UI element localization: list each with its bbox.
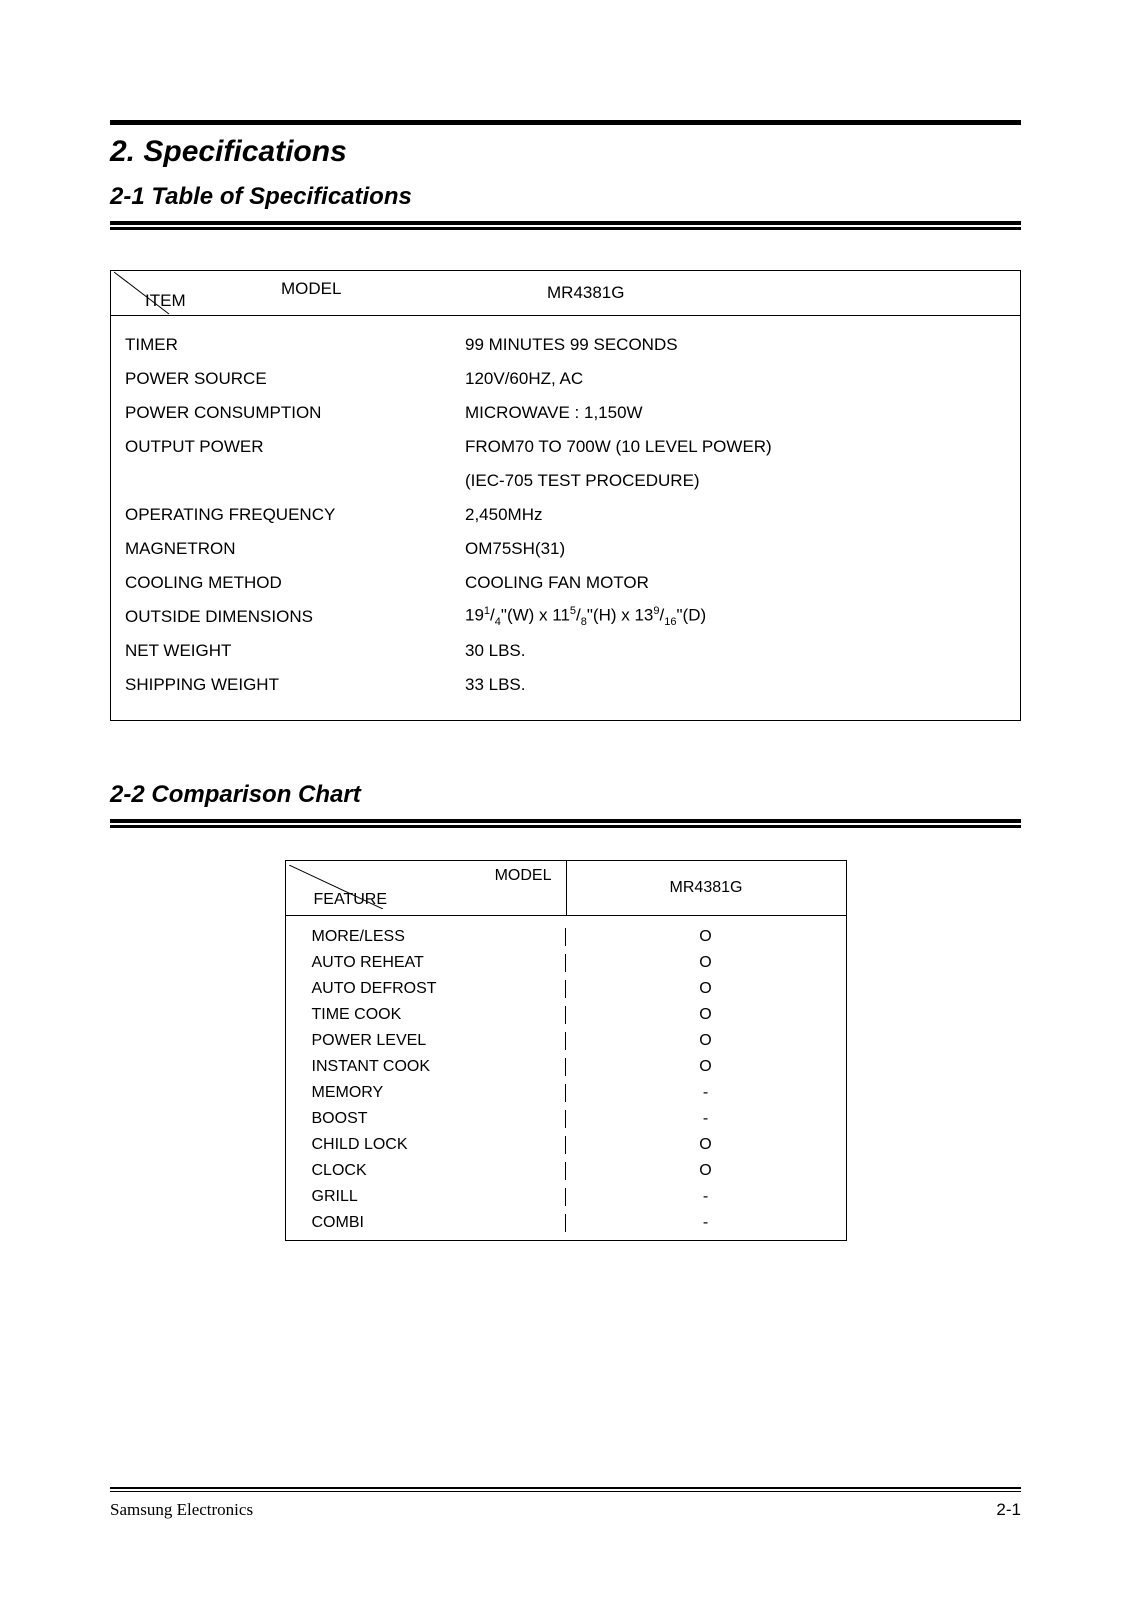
comp-row-value: O: [566, 1136, 846, 1154]
comp-table-body: MORE/LESSOAUTO REHEATOAUTO DEFROSTOTIME …: [286, 916, 846, 1240]
sub2-underline2: [110, 825, 1021, 828]
comp-table-head: MODEL FEATURE MR4381G: [286, 861, 846, 916]
table-row: POWER LEVELO: [286, 1028, 846, 1054]
comp-row-value: O: [566, 980, 846, 998]
footer: Samsung Electronics 2-1: [110, 1487, 1021, 1520]
table-row: AUTO DEFROSTO: [286, 976, 846, 1002]
table-row: (IEC-705 TEST PROCEDURE): [111, 464, 1020, 498]
title-topbar: [110, 120, 1021, 125]
comp-row-label: TIME COOK: [286, 1006, 566, 1024]
comp-head-model: MODEL: [495, 867, 552, 885]
row-label: COOLING METHOD: [111, 573, 465, 593]
row-value: 99 MINUTES 99 SECONDS: [465, 335, 1020, 355]
sub1-underline1: [110, 221, 1021, 225]
spec-head-item: ITEM: [145, 291, 186, 311]
row-label: NET WEIGHT: [111, 641, 465, 661]
comp-row-value: O: [566, 1162, 846, 1180]
footer-left: Samsung Electronics: [110, 1500, 253, 1520]
table-row: OPERATING FREQUENCY2,450MHz: [111, 498, 1020, 532]
row-value: 2,450MHz: [465, 505, 1020, 525]
table-row: MAGNETRONOM75SH(31): [111, 532, 1020, 566]
table-row: OUTSIDE DIMENSIONS191/4"(W) x 115/8"(H) …: [111, 600, 1020, 634]
row-label: SHIPPING WEIGHT: [111, 675, 465, 695]
row-value: 191/4"(W) x 115/8"(H) x 139/16"(D): [465, 605, 1020, 628]
spec-head-left: ITEM MODEL: [111, 271, 447, 315]
row-value: 33 LBS.: [465, 675, 1020, 695]
comp-row-value: O: [566, 1058, 846, 1076]
comp-row-label: MORE/LESS: [286, 928, 566, 946]
footer-row: Samsung Electronics 2-1: [110, 1500, 1021, 1520]
sub1-underline2: [110, 227, 1021, 230]
sub1-title: 2-1 Table of Specifications: [110, 183, 1021, 211]
row-label: POWER CONSUMPTION: [111, 403, 465, 423]
table-row: TIME COOKO: [286, 1002, 846, 1028]
spec-table: ITEM MODEL MR4381G TIMER99 MINUTES 99 SE…: [110, 270, 1021, 721]
row-label: OUTSIDE DIMENSIONS: [111, 607, 465, 627]
comp-head-col: MR4381G: [567, 861, 846, 915]
spec-head-value: MR4381G: [447, 283, 1020, 303]
row-value: FROM70 TO 700W (10 LEVEL POWER): [465, 437, 1020, 457]
table-row: MEMORY-: [286, 1080, 846, 1106]
comp-row-value: O: [566, 1032, 846, 1050]
comp-row-label: CLOCK: [286, 1162, 566, 1180]
comp-row-value: O: [566, 928, 846, 946]
row-value: (IEC-705 TEST PROCEDURE): [465, 471, 1020, 491]
table-row: POWER CONSUMPTIONMICROWAVE : 1,150W: [111, 396, 1020, 430]
table-row: COOLING METHODCOOLING FAN MOTOR: [111, 566, 1020, 600]
comp-row-value: -: [566, 1110, 846, 1128]
comp-row-label: POWER LEVEL: [286, 1032, 566, 1050]
page: 2. Specifications 2-1 Table of Specifica…: [0, 0, 1131, 1600]
row-label: MAGNETRON: [111, 539, 465, 559]
spec-table-head: ITEM MODEL MR4381G: [111, 271, 1020, 316]
spec-table-body: TIMER99 MINUTES 99 SECONDSPOWER SOURCE12…: [111, 316, 1020, 720]
comp-row-label: CHILD LOCK: [286, 1136, 566, 1154]
table-row: CLOCKO: [286, 1158, 846, 1184]
comp-head-left: MODEL FEATURE: [286, 861, 567, 915]
row-value: OM75SH(31): [465, 539, 1020, 559]
table-row: GRILL-: [286, 1184, 846, 1210]
table-row: BOOST-: [286, 1106, 846, 1132]
comp-row-label: AUTO DEFROST: [286, 980, 566, 998]
table-row: CHILD LOCKO: [286, 1132, 846, 1158]
footer-thinline: [110, 1491, 1021, 1492]
comp-row-label: AUTO REHEAT: [286, 954, 566, 972]
row-label: OUTPUT POWER: [111, 437, 465, 457]
table-row: SHIPPING WEIGHT33 LBS.: [111, 668, 1020, 702]
footer-right: 2-1: [996, 1500, 1021, 1520]
comp-row-label: MEMORY: [286, 1084, 566, 1102]
table-row: TIMER99 MINUTES 99 SECONDS: [111, 328, 1020, 362]
comp-table: MODEL FEATURE MR4381G MORE/LESSOAUTO REH…: [285, 860, 847, 1241]
comp-row-value: -: [566, 1214, 846, 1232]
comp-row-label: GRILL: [286, 1188, 566, 1206]
row-value: COOLING FAN MOTOR: [465, 573, 1020, 593]
table-row: POWER SOURCE120V/60HZ, AC: [111, 362, 1020, 396]
table-row: OUTPUT POWERFROM70 TO 700W (10 LEVEL POW…: [111, 430, 1020, 464]
row-label: POWER SOURCE: [111, 369, 465, 389]
table-row: NET WEIGHT30 LBS.: [111, 634, 1020, 668]
row-value: 30 LBS.: [465, 641, 1020, 661]
row-label: OPERATING FREQUENCY: [111, 505, 465, 525]
table-row: AUTO REHEATO: [286, 950, 846, 976]
comp-row-label: COMBI: [286, 1214, 566, 1232]
table-row: COMBI-: [286, 1210, 846, 1236]
comp-row-label: INSTANT COOK: [286, 1058, 566, 1076]
sub2-underline1: [110, 819, 1021, 823]
comp-row-value: -: [566, 1084, 846, 1102]
row-value: 120V/60HZ, AC: [465, 369, 1020, 389]
table-row: INSTANT COOKO: [286, 1054, 846, 1080]
comp-head-feature: FEATURE: [314, 891, 387, 909]
comp-row-value: O: [566, 954, 846, 972]
comp-row-value: O: [566, 1006, 846, 1024]
comp-row-value: -: [566, 1188, 846, 1206]
table-row: MORE/LESSO: [286, 924, 846, 950]
comp-row-label: BOOST: [286, 1110, 566, 1128]
comp-wrap: MODEL FEATURE MR4381G MORE/LESSOAUTO REH…: [110, 860, 1021, 1241]
sub2-title: 2-2 Comparison Chart: [110, 781, 1021, 809]
row-label: TIMER: [111, 335, 465, 355]
row-value: MICROWAVE : 1,150W: [465, 403, 1020, 423]
section-title: 2. Specifications: [110, 135, 1021, 169]
spec-head-model: MODEL: [281, 279, 341, 299]
